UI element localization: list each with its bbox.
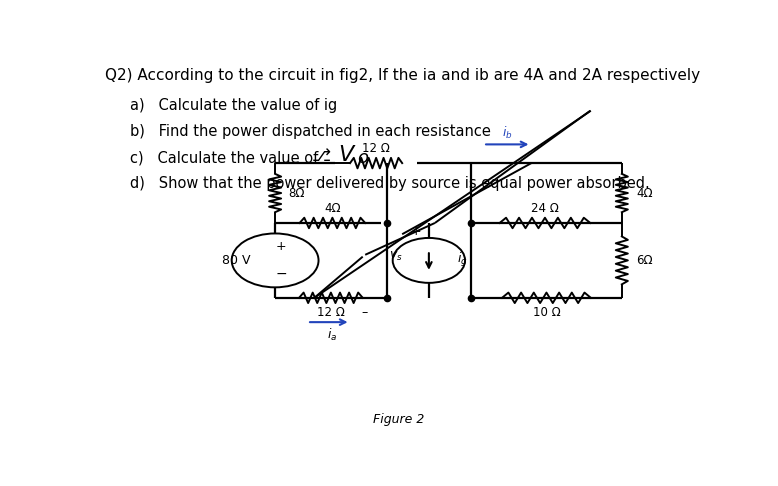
Text: 12 Ω: 12 Ω bbox=[363, 142, 390, 156]
Text: $i_b$: $i_b$ bbox=[502, 125, 513, 141]
Text: −: − bbox=[275, 267, 287, 281]
Text: 10 Ω: 10 Ω bbox=[533, 306, 560, 318]
Text: $i_a$: $i_a$ bbox=[327, 327, 337, 343]
Text: o: o bbox=[357, 149, 368, 167]
Text: b)   Find the power dispatched in each resistance: b) Find the power dispatched in each res… bbox=[131, 124, 491, 139]
Text: 24 Ω: 24 Ω bbox=[531, 202, 559, 215]
Text: Figure 2: Figure 2 bbox=[373, 413, 425, 426]
Text: d)   Show that the power delivered by source is equal power absorbed.: d) Show that the power delivered by sour… bbox=[131, 176, 650, 191]
Text: 6Ω: 6Ω bbox=[636, 254, 653, 267]
Text: 8Ω: 8Ω bbox=[288, 187, 304, 200]
Text: +: + bbox=[410, 225, 421, 238]
Text: –: – bbox=[361, 306, 367, 318]
Text: c)   Calculate the value of: c) Calculate the value of bbox=[131, 150, 319, 165]
Text: $i_g$: $i_g$ bbox=[457, 251, 468, 269]
Text: 4Ω: 4Ω bbox=[324, 202, 341, 215]
Text: $v_s$: $v_s$ bbox=[389, 250, 402, 263]
Text: a)   Calculate the value of ig: a) Calculate the value of ig bbox=[131, 98, 338, 113]
Text: 4Ω: 4Ω bbox=[636, 187, 653, 200]
Text: ⎇: ⎇ bbox=[311, 147, 331, 165]
Text: V: V bbox=[338, 145, 354, 165]
Text: Q2) According to the circuit in fig2, If the ia and ib are 4A and 2A respectivel: Q2) According to the circuit in fig2, If… bbox=[105, 68, 700, 83]
Text: 80 V: 80 V bbox=[222, 254, 251, 267]
Text: +: + bbox=[276, 241, 286, 253]
Text: 12 Ω: 12 Ω bbox=[317, 306, 345, 318]
